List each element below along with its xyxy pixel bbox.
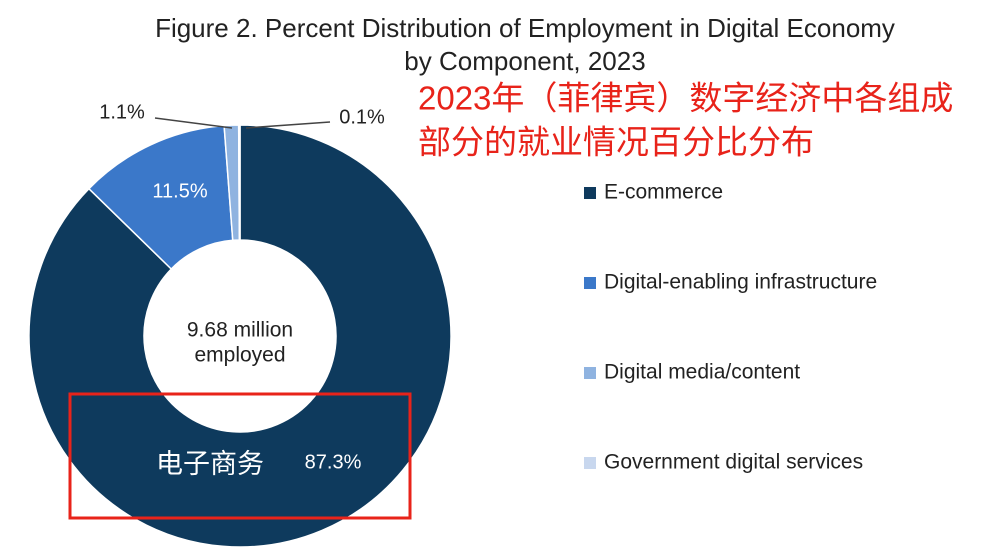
legend-swatch	[584, 367, 596, 379]
annotation: 部分的就业情况百分比分布	[418, 124, 814, 161]
annotation-box	[68, 392, 412, 520]
data-label: 0.1%	[339, 106, 385, 128]
annotation: 2023年（菲律宾）数字经济中各组成	[418, 80, 953, 117]
data-label: 1.1%	[99, 101, 145, 123]
legend-swatch	[584, 187, 596, 199]
legend-label: Digital-enabling infrastructure	[604, 271, 877, 294]
center-label: 9.68 million	[187, 319, 293, 342]
annotation: 电子商务	[156, 449, 264, 479]
donut-segment	[28, 124, 452, 548]
donut-segment	[237, 124, 241, 241]
leader-line	[245, 121, 331, 129]
legend-swatch	[584, 277, 596, 289]
leader-line	[154, 117, 233, 129]
chart-title: Figure 2. Percent Distribution of Employ…	[155, 13, 895, 43]
data-label: 87.3%	[305, 451, 362, 473]
legend-label: E-commerce	[604, 181, 723, 204]
data-label: 11.5%	[152, 180, 207, 202]
legend-label: Digital media/content	[604, 361, 800, 384]
legend-swatch	[584, 457, 596, 469]
center-label: employed	[194, 344, 285, 367]
chart-title: by Component, 2023	[404, 46, 645, 76]
legend-label: Government digital services	[604, 451, 863, 474]
